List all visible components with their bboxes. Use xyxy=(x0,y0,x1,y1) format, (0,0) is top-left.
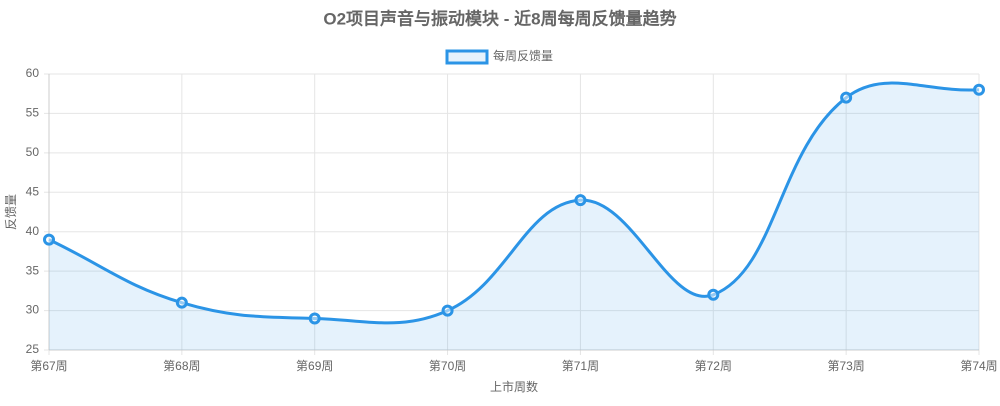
y-tick-label: 55 xyxy=(26,106,40,120)
legend-swatch xyxy=(445,49,489,65)
y-tick-label: 45 xyxy=(26,184,40,198)
point xyxy=(43,233,55,246)
y-tick-label: 40 xyxy=(26,224,40,238)
point xyxy=(840,91,853,104)
chart-title: O2项目声音与振动模块 - 近8周每周反馈量趋势 xyxy=(323,8,676,28)
point xyxy=(308,312,321,325)
x-tick-label: 第69周 xyxy=(296,359,333,373)
point xyxy=(707,288,720,301)
point xyxy=(175,296,188,309)
x-tick-label: 第73周 xyxy=(827,359,864,373)
x-tick-label: 第68周 xyxy=(163,359,200,373)
x-tick-label: 第67周 xyxy=(30,359,67,373)
y-tick-label: 35 xyxy=(26,263,40,277)
y-tick-label: 60 xyxy=(26,66,40,80)
y-tick-label: 50 xyxy=(26,145,40,159)
area xyxy=(49,83,979,350)
y-axis-label: 反馈量 xyxy=(4,194,18,230)
x-tick-label: 第74周 xyxy=(960,359,997,373)
point xyxy=(441,304,454,317)
y-tick-label: 25 xyxy=(26,342,40,356)
line xyxy=(48,81,980,325)
x-tick-label: 第70周 xyxy=(429,359,466,373)
legend-label: 每周反馈量 xyxy=(493,48,553,63)
x-tick-label: 第72周 xyxy=(695,359,732,373)
x-axis-label: 上市周数 xyxy=(490,379,538,394)
x-tick-label: 第71周 xyxy=(562,359,599,373)
point xyxy=(574,194,587,207)
point xyxy=(973,83,985,96)
y-tick-label: 30 xyxy=(26,303,40,317)
